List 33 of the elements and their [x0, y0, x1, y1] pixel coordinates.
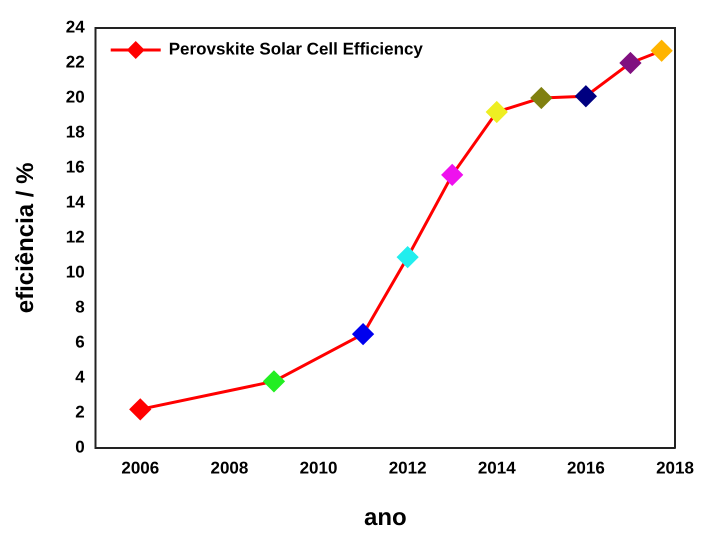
point — [397, 246, 418, 268]
y-axis-title: eficiência / % — [12, 162, 40, 314]
legend-label: Perovskite Solar Cell Efficiency — [168, 40, 424, 59]
point — [442, 164, 463, 186]
point — [352, 324, 374, 345]
point — [263, 370, 284, 392]
x-tick-label: 2006 — [121, 458, 160, 478]
point — [130, 398, 151, 420]
y-tick-label: 16 — [66, 158, 85, 177]
y-tick-label: 10 — [66, 262, 85, 282]
y-tick-label: 24 — [66, 18, 86, 37]
point — [486, 101, 508, 122]
y-tick-label: 18 — [66, 122, 85, 142]
y-tick-label: 4 — [75, 368, 86, 387]
y-tick-label: 14 — [66, 192, 86, 212]
point — [651, 40, 672, 62]
x-tick-label: 2014 — [478, 458, 516, 478]
point — [530, 87, 552, 108]
x-tick-label: 2008 — [210, 458, 248, 478]
x-tick-label: 2010 — [300, 458, 338, 478]
x-tick-label: 2012 — [388, 458, 427, 478]
y-tick-label: 0 — [75, 437, 85, 456]
y-tick-label: 6 — [75, 332, 85, 352]
y-tick-label: 20 — [66, 88, 85, 107]
point — [620, 52, 641, 74]
x-tick-label: 2018 — [656, 458, 694, 478]
y-tick-label: 8 — [75, 298, 85, 317]
x-axis-title: ano — [364, 504, 407, 532]
x-tick-label: 2016 — [566, 458, 605, 478]
point — [575, 86, 596, 107]
y-tick-label: 12 — [66, 228, 85, 247]
y-tick-label: 22 — [66, 52, 85, 72]
y-tick-label: 2 — [75, 402, 85, 422]
